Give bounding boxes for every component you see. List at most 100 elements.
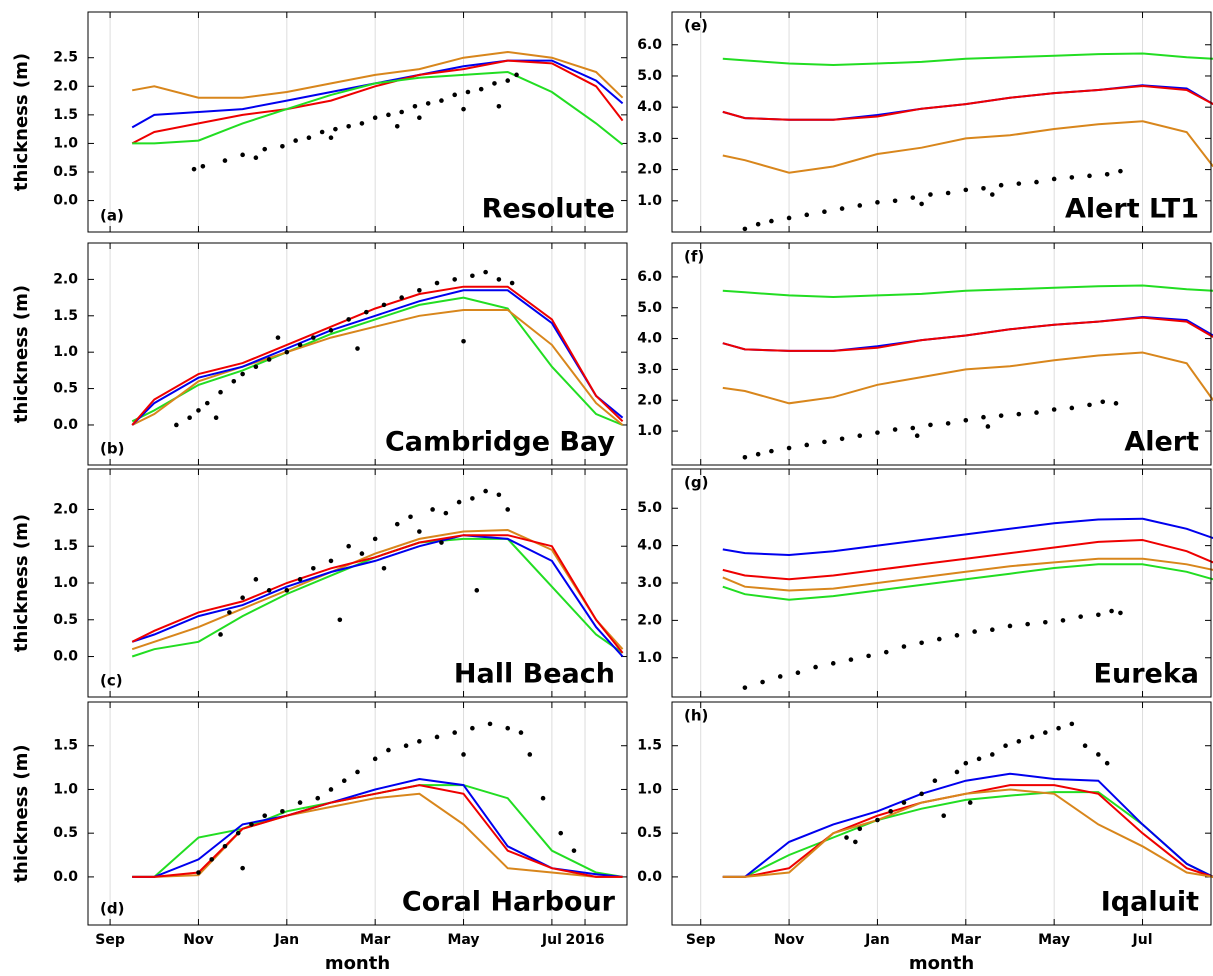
x-tick-label: Nov: [774, 932, 804, 948]
scatter-point: [381, 302, 387, 308]
scatter-point: [844, 835, 849, 840]
scatter-point: [853, 839, 858, 845]
scatter-point: [857, 826, 863, 832]
panel-border: [671, 468, 1212, 698]
y-tick-label: 0.0: [53, 869, 78, 885]
scatter-point: [452, 277, 457, 282]
scatter-point: [1096, 612, 1101, 618]
y-tick-label: 0.5: [53, 612, 78, 628]
scatter-point: [795, 670, 801, 676]
y-tick-label: 1.0: [53, 344, 78, 360]
scatter-point: [1096, 752, 1101, 757]
scatter-point: [483, 269, 488, 275]
scatter-point: [839, 206, 845, 211]
y-tick-label: 1.0: [53, 781, 78, 797]
scatter-point: [985, 424, 991, 429]
scatter-point: [346, 543, 351, 549]
y-tick-label: 0.0: [53, 649, 78, 665]
y-tick-label: 2.0: [637, 162, 662, 178]
y-tick-label: 3.0: [637, 130, 662, 146]
y-tick-label: 1.0: [637, 193, 662, 209]
scatter-point: [1060, 618, 1066, 623]
y-tick-label: 1.0: [53, 575, 78, 591]
scatter-point: [839, 436, 845, 442]
scatter-point: [439, 540, 444, 545]
y-tick-label: 2.5: [53, 50, 78, 66]
panel-frame: [88, 12, 627, 232]
y-tick-label: 1.0: [637, 423, 662, 439]
scatter-point: [1043, 730, 1048, 735]
panel-label: (c): [100, 672, 123, 690]
scatter-point: [240, 152, 245, 158]
y-tick-label: 0.5: [53, 825, 78, 841]
scatter-point: [822, 439, 827, 445]
scatter-point: [434, 734, 440, 740]
x-tick-label: 2016: [566, 932, 605, 948]
y-tick-label: 1.0: [637, 650, 662, 666]
y-tick-label: 0.5: [637, 825, 662, 841]
scatter-point: [892, 427, 898, 432]
scatter-point: [888, 809, 893, 814]
scatter-point: [386, 747, 391, 753]
series-line: [722, 351, 1213, 405]
series-line: [722, 52, 1213, 67]
series-line: [132, 70, 624, 146]
series-line: [722, 316, 1213, 352]
y-tick-label: 2.0: [637, 392, 662, 408]
scatter-point: [945, 421, 951, 426]
scatter-point: [297, 577, 303, 582]
scatter-point: [284, 588, 290, 593]
scatter-point: [804, 212, 810, 218]
scatter-point: [527, 752, 533, 757]
panel-label: (a): [100, 207, 124, 225]
x-tick-label: May: [1038, 932, 1070, 948]
scatter-point: [372, 115, 378, 121]
scatter-point: [919, 791, 924, 797]
scatter-point: [341, 778, 347, 784]
scatter-point: [742, 685, 748, 690]
scatter-point: [191, 166, 197, 172]
scatter-point: [875, 200, 880, 205]
y-axis-label: thickness (m): [11, 53, 32, 191]
panel-frame: [88, 702, 627, 925]
scatter-point: [465, 89, 471, 95]
y-tick-label: 4.0: [637, 99, 662, 115]
series-line: [132, 792, 623, 878]
scatter-point: [919, 201, 924, 207]
scatter-point: [381, 565, 387, 571]
series-line: [722, 772, 1213, 878]
y-tick-label: 2.0: [637, 612, 662, 628]
scatter-point: [174, 422, 179, 428]
y-tick-label: 1.5: [53, 107, 78, 123]
scatter-point: [235, 830, 241, 836]
scatter-point: [875, 817, 880, 823]
scatter-point: [1051, 176, 1057, 182]
scatter-point: [394, 521, 400, 527]
scatter-point: [1069, 721, 1075, 727]
y-tick-label: 0.0: [53, 417, 78, 433]
scatter-point: [231, 378, 237, 384]
y-tick-label: 0.5: [53, 164, 78, 180]
scatter-point: [760, 679, 765, 685]
station-name: Coral Harbour: [402, 887, 616, 918]
y-tick-label: 2.0: [53, 271, 78, 287]
scatter-point: [266, 357, 272, 362]
scatter-point: [1078, 614, 1083, 619]
scatter-point: [425, 101, 431, 106]
scatter-point: [1082, 743, 1088, 749]
scatter-point: [372, 536, 378, 542]
x-tick-label: Jan: [864, 932, 890, 948]
scatter-point: [1016, 181, 1022, 186]
scatter-point: [483, 488, 488, 494]
scatter-point: [990, 627, 995, 633]
scatter-point: [196, 870, 201, 875]
scatter-point: [355, 769, 360, 775]
series-line: [131, 528, 624, 651]
y-tick-label: 1.0: [637, 781, 662, 797]
scatter-point: [364, 309, 369, 315]
x-tick-label: May: [447, 932, 479, 948]
y-tick-label: 1.5: [53, 538, 78, 554]
scatter-point: [311, 565, 316, 571]
scatter-point: [218, 632, 223, 637]
panel-border: [87, 11, 628, 233]
